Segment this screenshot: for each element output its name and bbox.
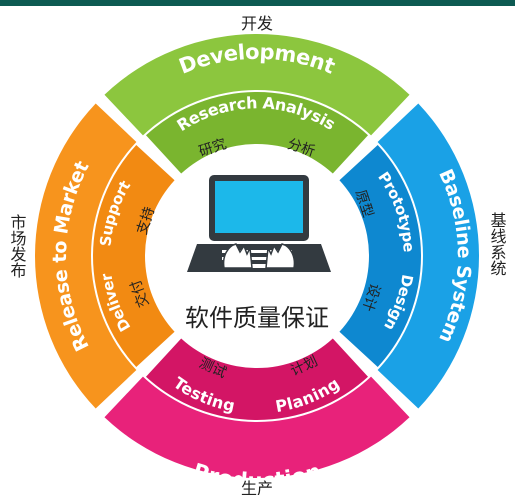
baseline-system-segment-inner [339, 144, 421, 368]
development-segment-inner [145, 91, 369, 174]
baseline-zh-label: 基线系统 [488, 212, 507, 276]
release-to-market-segment-inner [92, 144, 175, 368]
production-zh-label: 生产 [241, 479, 273, 495]
center-label: 软件质量保证 [185, 304, 329, 332]
development-segment [104, 34, 410, 136]
production-segment [104, 376, 410, 478]
production-segment-inner [145, 338, 369, 420]
top-border [0, 0, 515, 6]
release-zh-label: 市场发布 [8, 214, 27, 278]
development-zh-label: 开发 [241, 14, 273, 33]
release-to-market-segment [34, 103, 137, 409]
laptop-with-hands-icon [187, 175, 331, 272]
baseline-system-segment [377, 103, 480, 409]
